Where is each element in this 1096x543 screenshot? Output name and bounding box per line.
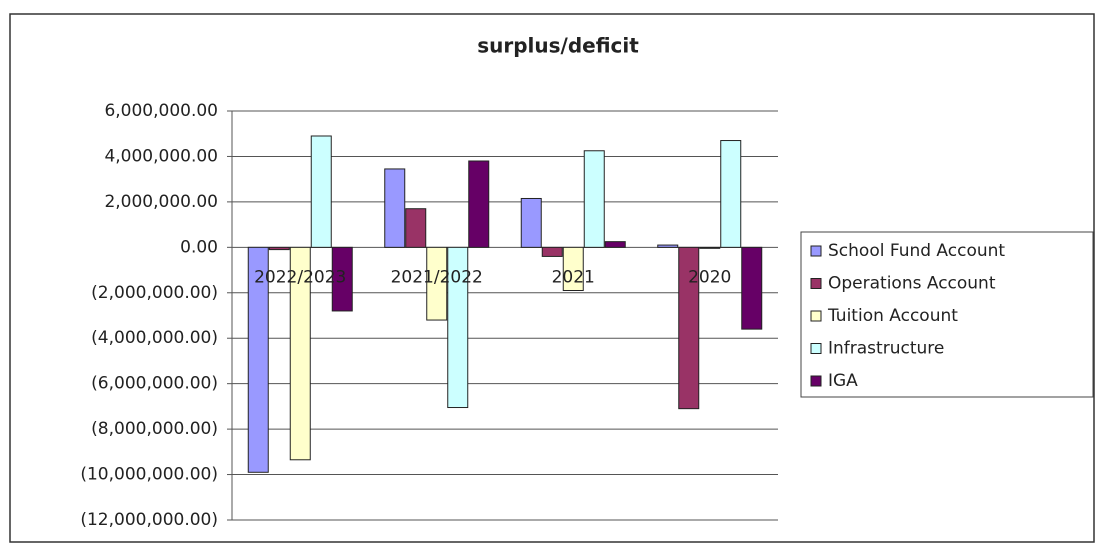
legend-label: Infrastructure [828,339,944,359]
bar [247,246,269,473]
x-tick-label: 2021/2022 [391,267,483,287]
y-tick-label: 0.00 [180,237,218,257]
legend-label: Tuition Account [827,306,958,326]
y-tick-label: 2,000,000.00 [104,192,218,212]
bar [468,160,490,248]
y-tick-label: (6,000,000.00) [91,374,218,394]
bar [426,246,448,321]
y-tick-label: (10,000,000.00) [80,465,218,485]
bar [384,168,406,248]
bar [520,197,542,248]
y-tick-label: (2,000,000.00) [91,283,218,303]
bar [604,241,626,248]
y-tick-label: 6,000,000.00 [104,101,218,121]
legend-swatch [810,278,822,289]
bar [699,246,721,249]
y-tick-label: (4,000,000.00) [91,328,218,348]
bar [678,246,700,410]
bar [268,246,290,251]
legend-label: School Fund Account [828,241,1005,261]
bar [310,135,332,248]
y-tick-label: (8,000,000.00) [91,419,218,439]
y-tick-label: (12,000,000.00) [80,510,218,530]
chart-title: surplus/deficit [477,34,639,58]
bar [447,246,469,409]
legend-swatch [810,310,822,322]
x-tick-label: 2020 [688,267,731,287]
bar [741,246,763,330]
x-tick-label: 2021 [552,267,595,287]
x-tick-label: 2022/2023 [254,267,346,287]
bar [289,246,311,461]
bar [562,246,584,292]
legend-swatch [810,375,822,387]
bar [657,244,679,248]
bar [720,140,742,248]
bar [331,246,353,312]
y-tick-label: 4,000,000.00 [104,146,218,166]
legend-label: Operations Account [828,274,996,294]
legend-swatch [810,343,822,354]
bar [405,208,427,248]
legend-swatch [810,245,822,257]
bar [541,246,563,257]
legend-box [800,231,1094,398]
bar [583,150,605,248]
legend-label: IGA [828,371,858,391]
